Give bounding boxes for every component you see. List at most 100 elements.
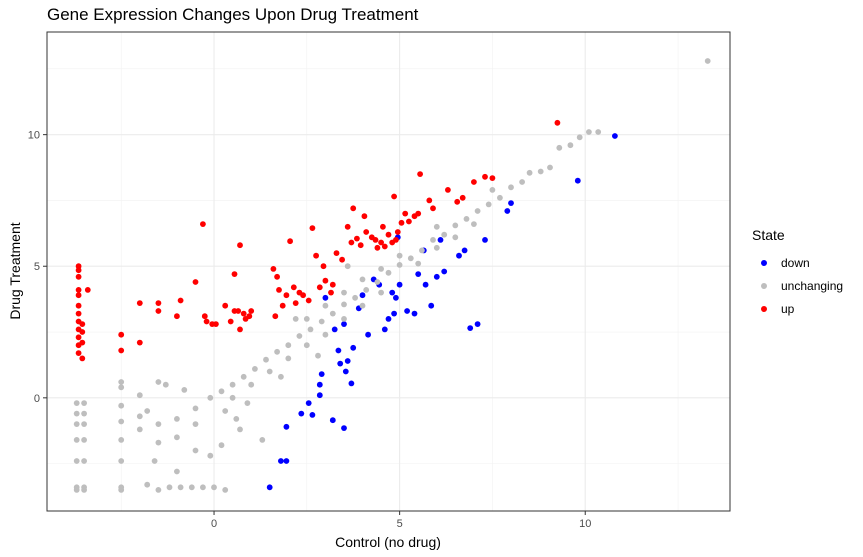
- point-down: [318, 371, 325, 377]
- point-unchanging: [489, 187, 496, 193]
- point-unchanging: [452, 234, 459, 241]
- point-unchanging: [218, 388, 225, 395]
- point-down: [341, 321, 347, 327]
- point-up: [394, 229, 401, 235]
- point-up: [417, 171, 423, 178]
- point-down: [331, 326, 338, 333]
- y-axis: 0 5 10: [28, 130, 47, 405]
- point-unchanging: [556, 144, 563, 151]
- point-unchanging: [303, 342, 310, 349]
- x-tick-label: 5: [397, 518, 403, 530]
- legend-swatch-down: [761, 259, 767, 266]
- point-unchanging: [497, 194, 503, 201]
- point-down: [474, 321, 481, 327]
- point-down: [305, 400, 312, 406]
- point-down: [482, 237, 488, 243]
- point-unchanging: [73, 458, 80, 464]
- point-unchanging: [155, 379, 162, 385]
- point-unchanging: [207, 452, 214, 459]
- point-up: [471, 179, 477, 185]
- point-down: [415, 271, 422, 277]
- point-down: [283, 423, 290, 430]
- point-up: [237, 242, 243, 249]
- point-up: [305, 297, 312, 304]
- point-up: [374, 244, 381, 251]
- point-unchanging: [341, 316, 347, 322]
- point-up: [75, 263, 82, 270]
- point-up: [231, 308, 238, 314]
- point-down: [422, 281, 429, 288]
- point-unchanging: [252, 366, 258, 372]
- point-up: [200, 221, 206, 228]
- point-unchanging: [73, 410, 80, 417]
- point-up: [363, 229, 370, 235]
- point-up: [381, 243, 388, 250]
- point-up: [333, 250, 340, 256]
- point-unchanging: [341, 301, 347, 308]
- point-unchanging: [237, 426, 243, 433]
- point-up: [75, 292, 82, 299]
- point-unchanging: [704, 58, 711, 64]
- point-down: [359, 292, 366, 299]
- data-points: [73, 58, 711, 493]
- point-unchanging: [363, 287, 370, 293]
- point-unchanging: [344, 263, 351, 270]
- point-up: [75, 334, 82, 341]
- legend-swatch-unchanging: [761, 282, 767, 289]
- point-unchanging: [177, 484, 184, 491]
- point-up: [155, 300, 162, 306]
- point-unchanging: [222, 487, 229, 493]
- point-up: [231, 271, 238, 277]
- point-down: [266, 484, 273, 491]
- point-unchanging: [292, 316, 299, 322]
- point-down: [309, 412, 316, 418]
- point-unchanging: [207, 394, 214, 401]
- point-down: [335, 347, 342, 354]
- point-unchanging: [200, 484, 206, 491]
- legend-swatch-up: [761, 305, 767, 312]
- point-up: [75, 310, 82, 317]
- point-unchanging: [586, 129, 592, 135]
- point-unchanging: [174, 468, 180, 475]
- point-up: [385, 231, 392, 238]
- point-up: [489, 175, 496, 182]
- point-up: [248, 308, 255, 314]
- point-down: [504, 208, 511, 214]
- point-up: [402, 210, 409, 217]
- point-up: [272, 313, 279, 320]
- point-unchanging: [441, 231, 448, 238]
- point-unchanging: [374, 279, 381, 285]
- point-unchanging: [192, 447, 199, 454]
- point-up: [276, 287, 282, 293]
- point-unchanging: [136, 392, 143, 399]
- point-unchanging: [118, 437, 125, 443]
- point-up: [274, 273, 280, 280]
- point-down: [411, 310, 418, 317]
- point-unchanging: [211, 484, 217, 491]
- point-unchanging: [508, 184, 514, 191]
- point-up: [411, 213, 418, 220]
- point-unchanging: [118, 379, 125, 385]
- point-unchanging: [218, 442, 225, 449]
- point-unchanging: [359, 276, 366, 283]
- point-unchanging: [144, 408, 151, 414]
- point-unchanging: [229, 381, 236, 388]
- point-up: [136, 300, 143, 306]
- point-unchanging: [73, 487, 80, 493]
- point-unchanging: [118, 402, 125, 409]
- point-down: [404, 308, 410, 314]
- point-unchanging: [155, 487, 162, 493]
- point-unchanging: [188, 484, 195, 491]
- point-unchanging: [526, 169, 533, 176]
- point-down: [612, 133, 618, 139]
- point-down: [322, 294, 329, 301]
- point-unchanging: [303, 316, 310, 322]
- point-up: [75, 273, 82, 280]
- major-grid: [47, 32, 730, 511]
- legend-label-up: up: [781, 301, 795, 316]
- point-up: [426, 197, 433, 204]
- point-unchanging: [415, 260, 422, 267]
- point-down: [381, 326, 388, 333]
- point-up: [454, 198, 461, 205]
- point-up: [75, 302, 82, 309]
